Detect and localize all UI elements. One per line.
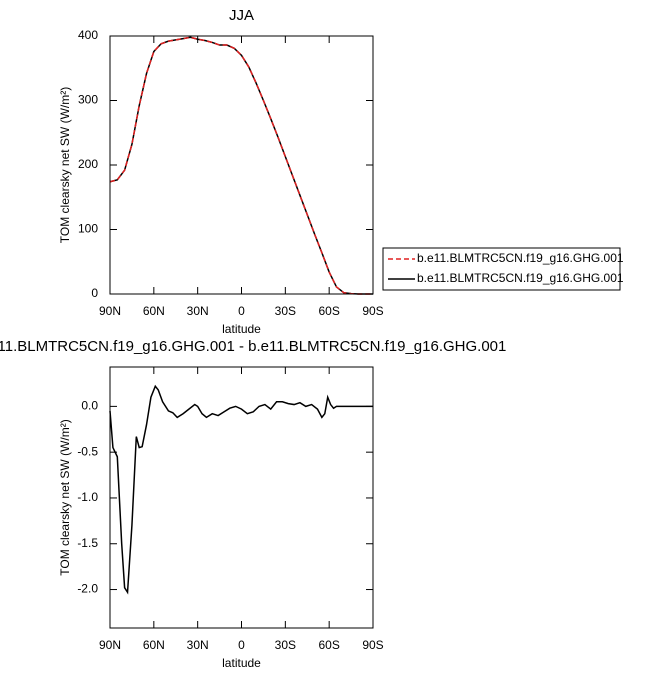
y-tick-label: -1.5: [77, 536, 98, 550]
x-axis-label: latitude: [222, 656, 261, 670]
legend-box: [382, 247, 621, 291]
y-tick-label: 0.0: [81, 399, 98, 413]
x-tick-label: 30S: [275, 638, 296, 652]
x-tick-label: 90S: [362, 304, 383, 318]
x-tick-label: 30N: [187, 638, 209, 652]
legend-label: b.e11.BLMTRC5CN.f19_g16.GHG.001: [417, 251, 624, 265]
x-tick-label: 60S: [318, 304, 339, 318]
plot-frame: [109, 35, 374, 295]
y-tick-label: 100: [78, 222, 98, 236]
data-line: [109, 36, 373, 295]
y-axis-label: TOM clearsky net SW (W/m²): [58, 87, 72, 243]
x-tick-label: 90N: [99, 638, 121, 652]
x-tick-label: 60N: [143, 304, 165, 318]
x-tick-label: 0: [238, 304, 245, 318]
x-tick-label: 90N: [99, 304, 121, 318]
x-tick-label: 30S: [275, 304, 296, 318]
y-tick-label: 0: [91, 286, 98, 300]
y-tick-label: -2.0: [77, 582, 98, 596]
x-tick-label: 60N: [143, 638, 165, 652]
y-axis-label: TOM clearsky net SW (W/m²): [58, 419, 72, 575]
x-axis-label: latitude: [222, 322, 261, 336]
y-tick-label: 400: [78, 28, 98, 42]
y-tick-label: -1.0: [77, 490, 98, 504]
y-tick-label: 200: [78, 157, 98, 171]
data-line: [109, 36, 373, 295]
y-tick-label: -0.5: [77, 444, 98, 458]
legend-label: b.e11.BLMTRC5CN.f19_g16.GHG.001: [417, 271, 624, 285]
x-tick-label: 0: [238, 638, 245, 652]
x-tick-label: 30N: [187, 304, 209, 318]
chart-title: JJA: [229, 7, 254, 24]
x-tick-label: 60S: [318, 638, 339, 652]
data-line: [109, 384, 373, 595]
plot-frame: [109, 366, 374, 629]
y-tick-label: 300: [78, 93, 98, 107]
chart-title: b.e11.BLMTRC5CN.f19_g16.GHG.001 - b.e11.…: [0, 338, 506, 355]
x-tick-label: 90S: [362, 638, 383, 652]
